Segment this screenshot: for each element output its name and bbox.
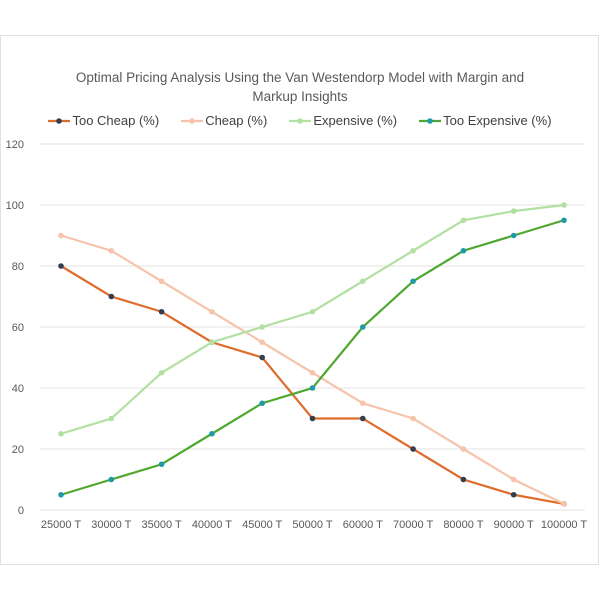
legend-marker-icon (48, 117, 71, 124)
legend-item: Cheap (%) (181, 113, 267, 128)
data-point (309, 369, 316, 376)
data-point (360, 400, 366, 407)
data-point (158, 278, 165, 285)
data-point (410, 247, 416, 254)
data-point (561, 202, 567, 208)
chart-frame (0, 35, 599, 565)
x-tick-label: 90000 T (494, 519, 534, 531)
data-point (410, 446, 416, 452)
data-point (460, 446, 467, 452)
y-tick-label: 120 (6, 139, 24, 151)
x-tick-label: 60000 T (343, 519, 383, 531)
x-tick-label: 50000 T (292, 519, 332, 531)
legend-marker-icon (289, 117, 312, 124)
x-tick-label: 70000 T (393, 519, 433, 531)
data-point (360, 278, 366, 285)
data-point (309, 415, 316, 422)
series-line-2 (60, 203, 565, 435)
data-point (58, 263, 64, 269)
series-line-0 (60, 265, 565, 505)
data-point (58, 232, 64, 239)
series-line-3 (60, 219, 565, 496)
legend-item: Too Cheap (%) (48, 113, 159, 128)
y-tick-label: 20 (12, 444, 24, 456)
data-point (510, 208, 517, 214)
data-point (209, 308, 215, 315)
y-tick-label: 100 (6, 200, 24, 212)
legend-label: Too Expensive (%) (443, 113, 552, 128)
x-tick-label: 30000 T (91, 519, 131, 531)
data-point (259, 339, 266, 346)
legend-label: Expensive (%) (313, 113, 398, 128)
data-point (309, 385, 316, 391)
data-point (561, 501, 567, 507)
x-tick-label: 45000 T (242, 519, 282, 531)
data-point (561, 217, 567, 224)
x-tick-label: 25000 T (41, 519, 81, 531)
data-point (460, 217, 467, 224)
data-point (108, 293, 115, 300)
data-point (259, 400, 266, 407)
legend-marker-icon (419, 117, 442, 124)
data-point (510, 491, 517, 498)
legend-item: Too Expensive (%) (419, 113, 552, 128)
data-point (108, 247, 115, 254)
legend-marker-icon (181, 117, 204, 124)
y-tick-label: 60 (12, 322, 24, 334)
y-tick-label: 0 (18, 505, 24, 517)
legend-label: Too Cheap (%) (72, 113, 160, 128)
x-tick-label: 40000 T (192, 519, 232, 531)
y-tick-label: 40 (12, 383, 24, 395)
legend-item: Expensive (%) (289, 113, 397, 128)
data-point (460, 247, 467, 254)
data-point (410, 278, 416, 285)
data-point (510, 232, 517, 239)
x-tick-label: 100000 T (541, 519, 588, 531)
data-point (58, 491, 64, 498)
legend: Too Cheap (%) Cheap (%) Expensive (%) Too E… (0, 113, 600, 128)
data-point (259, 354, 266, 361)
chart-title: Optimal Pricing Analysis Using the Van W… (75, 70, 525, 104)
data-point (259, 324, 266, 330)
data-point (158, 308, 165, 315)
x-tick-label: 35000 T (142, 519, 182, 531)
data-point (410, 415, 416, 422)
data-point (108, 415, 115, 422)
legend-label: Cheap (%) (205, 113, 268, 128)
data-point (460, 476, 467, 483)
data-point (360, 415, 366, 422)
data-point (158, 461, 165, 468)
y-tick-label: 80 (12, 261, 24, 273)
data-point (510, 476, 517, 483)
data-point (309, 308, 316, 315)
data-point (58, 430, 64, 437)
x-tick-label: 80000 T (443, 519, 483, 531)
data-point (209, 430, 215, 437)
data-point (209, 339, 215, 346)
data-point (360, 324, 366, 330)
data-point (108, 476, 115, 483)
data-point (158, 369, 165, 376)
series-line-1 (60, 234, 565, 505)
